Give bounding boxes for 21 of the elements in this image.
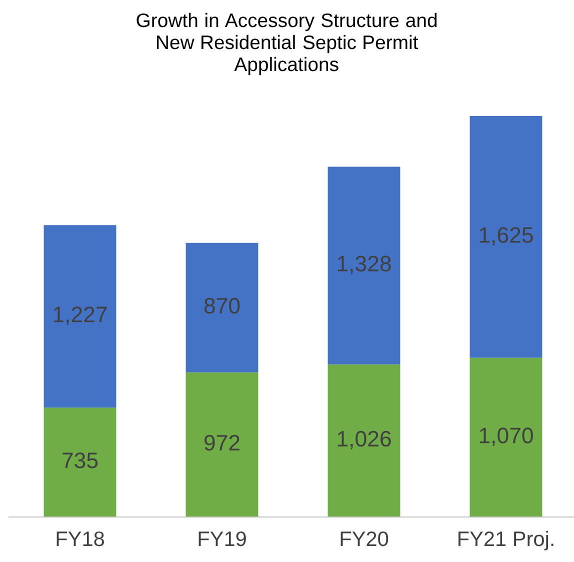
bar <box>44 408 116 517</box>
bar <box>470 358 542 517</box>
data-label: 1,328 <box>338 256 391 274</box>
data-label: 1,227 <box>54 306 107 325</box>
x-tick-label: FY21 Proj. <box>458 530 554 550</box>
data-label: 1,625 <box>480 227 533 246</box>
bar <box>328 364 400 517</box>
data-label: 735 <box>62 452 98 468</box>
x-tick-label: FY20 <box>340 531 388 546</box>
data-label: 972 <box>204 434 240 451</box>
bar <box>470 116 542 358</box>
x-tick-label: FY18 <box>56 531 104 546</box>
data-label: 1,070 <box>480 428 533 446</box>
x-tick-label: FY19 <box>198 531 246 546</box>
bar <box>328 166 400 364</box>
chart-title: Growth in Accessory Structure and New Residential Septic Permit Applications <box>136 12 437 76</box>
bar <box>44 225 116 408</box>
bar <box>186 372 258 517</box>
data-label: 870 <box>204 298 240 314</box>
bar <box>186 242 258 372</box>
data-label: 1,026 <box>338 430 391 450</box>
